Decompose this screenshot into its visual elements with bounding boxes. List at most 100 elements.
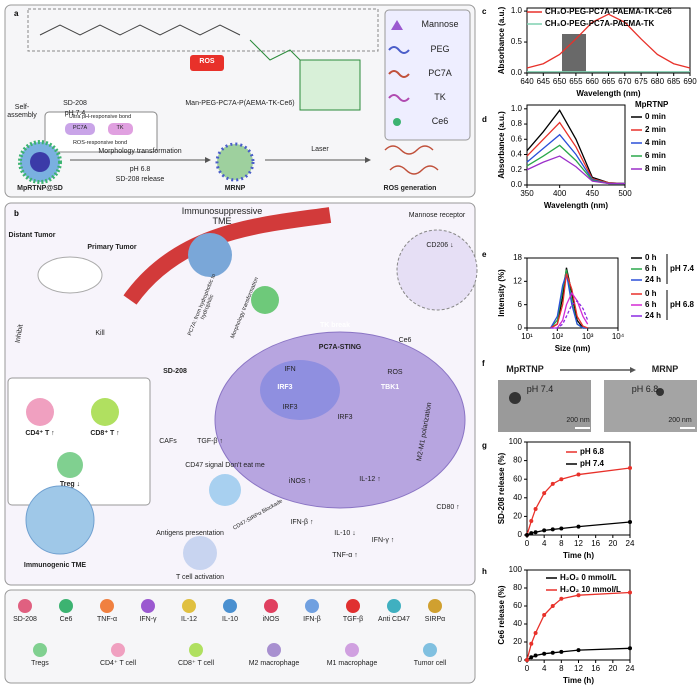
series-line xyxy=(526,13,691,69)
x-axis-title: Wavelength (nm) xyxy=(544,201,608,210)
panel-letter: a xyxy=(14,9,19,18)
legend-icon xyxy=(428,599,442,613)
data-point xyxy=(628,590,632,595)
data-point xyxy=(559,596,564,601)
plot-frame xyxy=(526,441,631,536)
tem-image xyxy=(604,380,697,432)
legend-icon xyxy=(345,643,359,657)
label: IL-12 xyxy=(181,616,197,623)
y-tick-label: 20 xyxy=(513,637,522,646)
legend-label: 24 h xyxy=(645,311,661,320)
legend-label: pH 7.4 xyxy=(580,459,605,468)
x-tick-label: 645 xyxy=(537,77,551,86)
y-tick-label: 0 xyxy=(518,655,523,664)
label: IRF3 xyxy=(337,414,353,421)
label: IFN-γ xyxy=(139,616,157,623)
x-tick-label: 450 xyxy=(586,189,600,198)
x-tick-label: 670 xyxy=(618,77,632,86)
label: Immunogenic TME xyxy=(23,562,87,569)
legend-label: H₂O₂ 0 mmol/L xyxy=(560,573,617,582)
legend-label: pH 6.8 xyxy=(580,447,605,456)
label: Laser xyxy=(311,146,329,153)
label: TNF-α ↑ xyxy=(332,552,358,559)
x-tick-label: 24 xyxy=(626,539,635,548)
legend-icon xyxy=(100,599,114,613)
data-point xyxy=(533,530,538,535)
legend-label: 2 min xyxy=(645,125,666,134)
panel-letter: e xyxy=(482,250,487,259)
ce6-structure xyxy=(299,59,361,111)
y-tick-label: 0.8 xyxy=(511,119,523,128)
data-point xyxy=(533,631,538,635)
legend-frame xyxy=(4,589,476,684)
particle-spot xyxy=(656,388,664,396)
structure-box xyxy=(27,8,379,52)
mannose-receptor-zoom xyxy=(396,229,478,311)
legend-icon xyxy=(223,599,237,613)
immunogenic-tme xyxy=(25,485,95,555)
legend-group: pH 6.8 xyxy=(670,300,695,309)
label: IL-12 ↑ xyxy=(359,476,381,483)
label: Kill xyxy=(95,330,105,337)
data-point xyxy=(628,646,632,651)
label: Ce6 xyxy=(59,616,73,623)
x-tick-label: 20 xyxy=(608,664,617,673)
label: IFN-γ ↑ xyxy=(371,537,395,544)
legend-icon xyxy=(423,643,437,657)
t-cell xyxy=(183,536,217,570)
label: TGF-β ↑ xyxy=(197,438,223,445)
label: IL-10 ↓ xyxy=(334,530,356,537)
y-tick-label: 100 xyxy=(509,565,523,574)
y-tick-label: 1.0 xyxy=(511,6,523,15)
series-line xyxy=(526,144,625,185)
label: Mannose receptor xyxy=(408,212,466,219)
legend-icon xyxy=(59,599,73,613)
data-point xyxy=(533,653,538,658)
x-tick-label: 12 xyxy=(574,664,583,673)
y-tick-label: 80 xyxy=(513,456,522,465)
legend-title: MpRTNP xyxy=(635,100,669,109)
label: SD-208 release xyxy=(115,176,165,183)
data-point xyxy=(628,466,632,471)
ce6-icon xyxy=(393,118,401,126)
label: Morphology transformation xyxy=(98,148,182,155)
legend-label: 6 h xyxy=(645,300,657,309)
label: CD8⁺ T ↑ xyxy=(90,430,120,437)
y-tick-label: 80 xyxy=(513,583,522,592)
y-tick-label: 100 xyxy=(509,437,523,446)
label: TBK1 xyxy=(380,384,400,391)
data-point xyxy=(550,604,555,608)
data-point xyxy=(550,650,555,655)
cd4-cell xyxy=(26,398,54,426)
x-tick-label: 24 xyxy=(626,664,635,673)
y-axis-title: Ce6 release (%) xyxy=(497,585,506,644)
label: TK xyxy=(434,92,446,102)
label: PC7A xyxy=(72,125,88,131)
x-tick-label: 650 xyxy=(553,77,567,86)
y-tick-label: 1.0 xyxy=(511,104,523,113)
mrnp-particle xyxy=(251,286,279,314)
y-axis-title: Absorbance (a.u.) xyxy=(497,111,506,179)
y-tick-label: 0.2 xyxy=(511,165,523,174)
label: PC7A xyxy=(428,68,452,78)
legend-label: 0 h xyxy=(645,253,657,262)
series-line xyxy=(526,467,631,536)
label: Primary Tumor xyxy=(87,244,137,251)
series-line xyxy=(526,133,625,185)
x-tick-label: 400 xyxy=(553,189,567,198)
y-tick-label: 0.6 xyxy=(511,134,523,143)
plot-frame xyxy=(526,7,691,74)
legend-label: 6 min xyxy=(645,151,666,160)
label: 200 nm xyxy=(668,417,692,424)
data-point xyxy=(533,506,538,511)
legend-label: 0 min xyxy=(645,112,666,121)
x-tick-label: 20 xyxy=(608,539,617,548)
legend-icon xyxy=(182,599,196,613)
legend-icon xyxy=(267,643,281,657)
data-point xyxy=(529,655,534,660)
label: IFN-β xyxy=(303,616,321,623)
label: MpRTNP@SD xyxy=(17,185,63,192)
legend-icon xyxy=(18,599,32,613)
